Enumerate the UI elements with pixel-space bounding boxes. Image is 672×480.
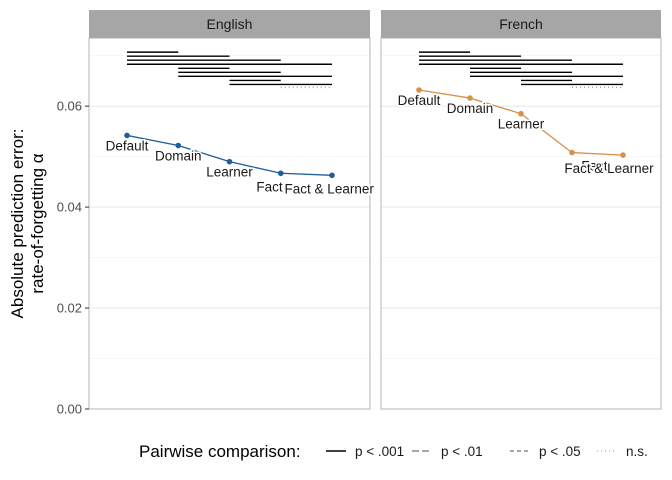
legend-label: n.s. [626, 444, 648, 459]
data-point [620, 152, 626, 158]
legend-title: Pairwise comparison: [139, 442, 301, 461]
legend-label: p < .001 [355, 444, 404, 459]
y-tick-label: 0.04 [57, 200, 82, 215]
facet-strip-label: French [499, 16, 543, 32]
point-label: Domain [155, 149, 202, 164]
legend-label: p < .01 [441, 444, 483, 459]
point-label: Default [398, 93, 441, 108]
panel-background [89, 38, 370, 409]
point-label: Fact & Learner [564, 161, 654, 176]
data-point [226, 158, 233, 165]
point-label: Domain [447, 101, 494, 116]
y-tick-label: 0.06 [57, 99, 82, 114]
y-axis-title-line-2: rate-of-forgetting α [28, 153, 47, 293]
y-tick-label: 0.00 [57, 402, 82, 417]
facet-strip-label: English [207, 16, 253, 32]
point-label: Fact [256, 179, 283, 194]
data-point [467, 95, 473, 101]
data-point [518, 110, 524, 117]
point-label: Learner [498, 117, 545, 132]
data-point [124, 132, 130, 139]
legend-label: p < .05 [539, 444, 581, 459]
facet-strip [381, 10, 661, 38]
y-axis-title-line-1: Absolute prediction error: [8, 129, 27, 319]
data-point [416, 87, 422, 93]
point-label: Default [106, 138, 149, 153]
data-point [175, 142, 182, 149]
data-point [277, 170, 284, 177]
point-label: Learner [206, 165, 253, 180]
y-tick-label: 0.02 [57, 301, 82, 316]
point-label: Fact & Learner [285, 181, 375, 196]
data-point [329, 172, 335, 179]
facet-strip [89, 10, 370, 38]
point-label: Fact [581, 159, 608, 174]
panel-background [381, 38, 661, 409]
data-point [569, 149, 575, 156]
